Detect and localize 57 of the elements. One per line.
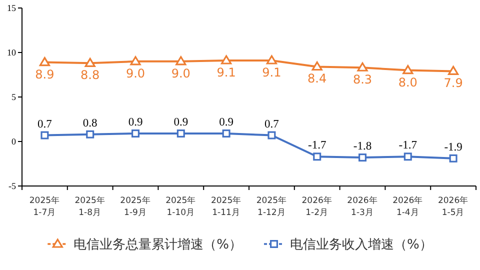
y-tick-label: 5	[12, 92, 16, 102]
data-label: -1.9	[444, 141, 463, 154]
data-label: 9.1	[262, 66, 282, 80]
point	[176, 56, 186, 66]
point	[132, 129, 140, 138]
point	[357, 62, 368, 72]
point	[358, 154, 366, 162]
point	[39, 56, 50, 66]
data-label: -1.8	[353, 140, 372, 153]
data-label: 0.9	[128, 116, 143, 128]
y-tick-label: 10	[7, 48, 16, 58]
point	[449, 154, 458, 162]
point	[86, 130, 94, 138]
data-label: 7.9	[444, 76, 463, 90]
point	[404, 152, 412, 161]
x-tick-label: 2025年 1-12月	[256, 195, 288, 218]
data-label: -1.7	[308, 140, 326, 152]
x-tick-label: 2025年 1-8月	[74, 195, 106, 218]
x-tick-label: 2026年 1-4月	[392, 195, 424, 218]
y-tick-label: -5	[8, 181, 16, 191]
y-tick-label: 0	[12, 136, 16, 146]
point	[402, 65, 414, 74]
data-label: 0.7	[264, 118, 280, 130]
y-tick-label: 15	[7, 3, 16, 13]
x-tick-label: 2025年 1-11月	[210, 195, 242, 218]
data-label: 8.3	[352, 72, 372, 87]
point	[84, 58, 96, 67]
point	[448, 66, 459, 75]
data-label: 0.7	[38, 118, 52, 130]
point	[268, 131, 276, 140]
data-label: 9.0	[171, 66, 190, 80]
data-label: -1.7	[398, 140, 418, 152]
point	[266, 55, 277, 64]
point	[40, 131, 49, 140]
data-label: 8.9	[35, 67, 54, 82]
x-tick-label: 2026年 1-2月	[302, 195, 332, 218]
data-label: 0.9	[174, 116, 188, 128]
x-tick-label: 2026年 1-5月	[438, 195, 469, 218]
point	[176, 129, 185, 138]
data-label: 0.8	[82, 117, 98, 130]
x-tick-label: 2025年 1-9月	[120, 195, 151, 218]
legend-label: 电信业务总量累计增速（%）	[74, 238, 242, 252]
point	[222, 129, 230, 138]
data-label: 0.9	[219, 116, 234, 128]
point	[313, 152, 322, 161]
data-label: 8.4	[308, 72, 327, 86]
point	[130, 56, 141, 66]
data-label: 8.8	[80, 68, 100, 82]
point	[312, 61, 322, 71]
data-label: 8.0	[398, 75, 418, 90]
data-label: 9.0	[126, 66, 146, 80]
legend-label: 电信业务收入增速（%）	[290, 238, 432, 252]
x-tick-label: 2025年 1-10月	[166, 195, 196, 218]
x-tick-label: 2025年 1-7月	[29, 195, 60, 218]
data-label: 9.1	[216, 66, 236, 80]
x-tick-label: 2026年 1-3月	[347, 195, 378, 218]
point	[221, 55, 232, 64]
